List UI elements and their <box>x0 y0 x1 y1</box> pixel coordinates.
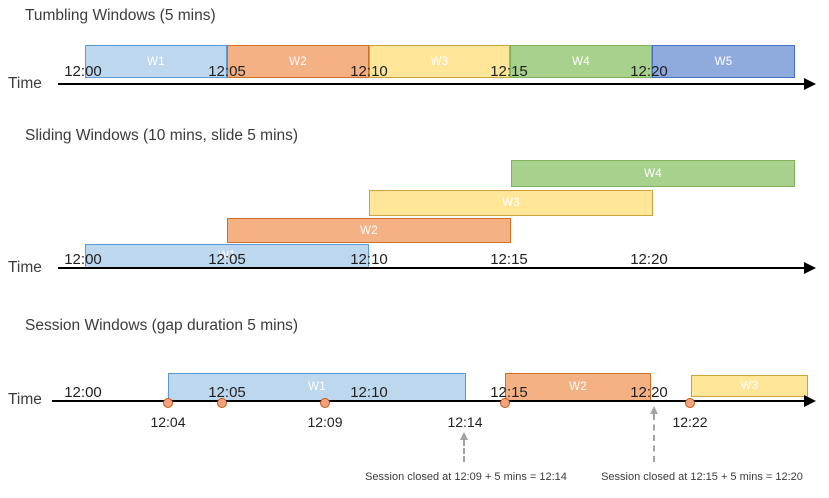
tumbling-window-w1: W1 <box>85 45 227 78</box>
sliding-window-w1: W1 <box>85 244 369 268</box>
tumbling-window-w5: W5 <box>652 45 795 78</box>
session-section-title: Session Windows (gap duration 5 mins) <box>25 317 299 334</box>
sliding-window-w3: W3 <box>369 190 653 216</box>
event-time-12-04: 12:04 <box>150 414 186 430</box>
sliding-window-w2: W2 <box>227 218 511 243</box>
window-label: W3 <box>430 55 449 68</box>
tumbling-tick-12-20: 12:20 <box>630 63 668 80</box>
up-arrow-icon <box>650 406 658 414</box>
session-closed-annotation-2: Session closed at 12:15 + 5 mins = 12:20 <box>601 471 803 483</box>
session-tick-12-10: 12:10 <box>350 384 388 401</box>
session-closed-annotation-1: Session closed at 12:09 + 5 mins = 12:14 <box>365 471 567 483</box>
sliding-window-w4: W4 <box>511 160 795 187</box>
session-tick-12-20: 12:20 <box>630 384 668 401</box>
session-tick-12-15: 12:15 <box>490 384 528 401</box>
window-label: W4 <box>572 55 590 68</box>
up-arrow-icon <box>460 432 468 440</box>
window-label: W5 <box>714 55 733 68</box>
tumbling-time-axis <box>58 83 808 85</box>
tumbling-window-w2: W2 <box>227 45 369 78</box>
window-label: W3 <box>740 380 759 392</box>
window-label: W2 <box>360 224 378 237</box>
sliding-tick-12-20: 12:20 <box>630 251 668 268</box>
tumbling-tick-12-15: 12:15 <box>490 63 528 80</box>
tumbling-tick-12-10: 12:10 <box>350 63 388 80</box>
sliding-tick-12-05: 12:05 <box>208 251 246 268</box>
window-label: W1 <box>218 250 236 262</box>
session-window-w2: W2 <box>505 373 651 401</box>
sliding-tick-12-00: 12:00 <box>64 251 102 268</box>
event-dot <box>320 398 330 408</box>
sliding-tick-12-10: 12:10 <box>350 251 388 268</box>
tumbling-tick-12-00: 12:00 <box>64 63 102 80</box>
window-label: W2 <box>569 381 587 393</box>
event-time-12-22: 12:22 <box>672 414 708 430</box>
session-tick-12-00: 12:00 <box>64 384 102 401</box>
window-label: W1 <box>308 381 326 393</box>
dashed-callout-line <box>463 440 465 462</box>
event-time-12-09: 12:09 <box>307 414 343 430</box>
axis-arrow-icon <box>804 78 816 90</box>
session-time-axis <box>52 400 808 402</box>
tumbling-time-label: Time <box>8 75 42 92</box>
event-time-12-14: 12:14 <box>447 414 483 430</box>
sliding-tick-12-15: 12:15 <box>490 251 528 268</box>
event-dot <box>500 398 510 408</box>
window-label: W4 <box>644 167 662 180</box>
sliding-section-title: Sliding Windows (10 mins, slide 5 mins) <box>25 127 299 144</box>
axis-arrow-icon <box>804 395 816 407</box>
dashed-callout-line <box>653 414 655 462</box>
event-dot <box>217 398 227 408</box>
event-dot <box>685 398 695 408</box>
session-time-label: Time <box>8 391 42 408</box>
event-dot <box>163 398 173 408</box>
window-label: W2 <box>289 55 307 68</box>
sliding-time-axis <box>58 267 808 269</box>
window-label: W3 <box>502 197 520 209</box>
tumbling-window-w4: W4 <box>510 45 652 78</box>
tumbling-tick-12-05: 12:05 <box>208 63 246 80</box>
axis-arrow-icon <box>804 262 816 274</box>
window-label: W1 <box>147 55 165 68</box>
session-tick-12-05: 12:05 <box>208 384 246 401</box>
tumbling-window-w3: W3 <box>369 45 510 78</box>
session-window-w3: W3 <box>691 375 808 397</box>
sliding-time-label: Time <box>8 259 42 276</box>
tumbling-section-title: Tumbling Windows (5 mins) <box>25 7 216 24</box>
